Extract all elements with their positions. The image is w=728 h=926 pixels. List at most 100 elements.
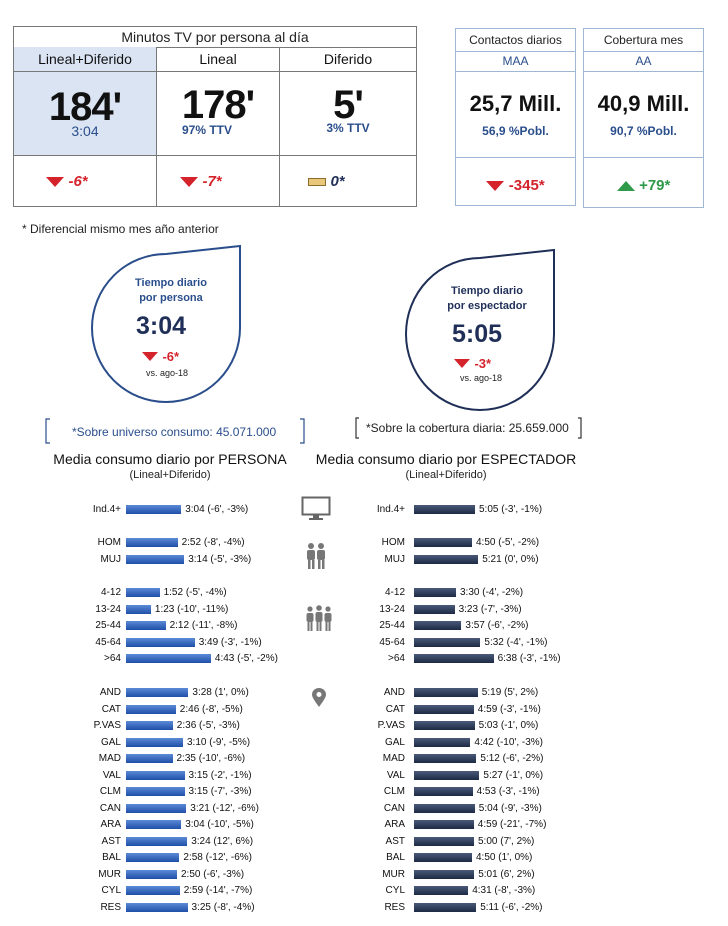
- data-label: 3:04 (-6', -3%): [185, 504, 249, 515]
- value-lineal: 178': [181, 83, 255, 127]
- chart-espectador-subtitle: (Lineal+Diferido): [405, 469, 487, 481]
- bar: [414, 538, 472, 547]
- data-label: 5:04 (-9', -3%): [478, 802, 542, 814]
- data-label: 2:58 (-12', -6%): [183, 852, 252, 863]
- data-label: 5:11 (-6', -2%): [480, 901, 543, 913]
- category-label: AND: [99, 687, 121, 698]
- category-label: 45-64: [379, 636, 405, 648]
- bar: [126, 654, 211, 663]
- category-label: 4-12: [100, 587, 121, 598]
- data-label: 3:24 (12', 6%): [191, 835, 254, 847]
- contactos-title: Contactos diarios: [456, 29, 575, 52]
- bar: [126, 737, 183, 747]
- bar: [414, 886, 469, 895]
- data-label: 1:23 (-10', -11%): [154, 603, 229, 615]
- contactos-sub: MAA: [456, 51, 575, 72]
- data-label: 5:01 (6', 2%): [478, 868, 535, 880]
- bar: [414, 803, 475, 813]
- category-label: MUR: [98, 868, 121, 880]
- bar: [126, 869, 177, 879]
- category-label: CLM: [99, 786, 121, 797]
- chart-persona-subtitle: (Lineal+Diferido): [129, 469, 211, 481]
- bar: [126, 853, 180, 862]
- bar: [126, 886, 180, 895]
- data-label: 3:57 (-6', -2%): [465, 620, 529, 631]
- bar: [414, 721, 475, 730]
- category-label: CYL: [385, 885, 405, 896]
- down-triangle-icon: [46, 176, 64, 187]
- drop-espectador-diff: -3*: [454, 355, 491, 373]
- drop-persona-vs: vs. ago-18: [146, 368, 189, 378]
- category-label: GAL: [100, 736, 121, 748]
- diff-lineal: -7*: [180, 173, 222, 191]
- bar: [126, 836, 188, 846]
- data-label: 2:36 (-5', -3%): [176, 720, 240, 731]
- data-label: 3:49 (-3', -1%): [198, 636, 262, 648]
- group-icon: [306, 605, 332, 631]
- value-lineal-diferido: 184': [48, 85, 122, 129]
- data-label: 5:12 (-6', -2%): [480, 753, 544, 764]
- category-label: BAL: [102, 852, 121, 863]
- data-label: 2:12 (-11', -8%): [169, 620, 238, 631]
- data-label: 4:31 (-8', -3%): [472, 885, 536, 896]
- data-label: 3:15 (-2', -1%): [188, 769, 252, 781]
- category-label: >64: [388, 653, 405, 664]
- chart-espectador-title: Media consumo diario por ESPECTADOR: [315, 451, 577, 467]
- drop-persona-shape: [91, 244, 241, 403]
- category-label: 4-12: [384, 587, 405, 598]
- category-label: MUJ: [384, 553, 405, 565]
- data-label: 4:53 (-3', -1%): [476, 786, 540, 797]
- cobertura-pct: 90,7 %Pobl.: [610, 124, 677, 138]
- bar: [126, 754, 173, 763]
- category-label: HOM: [381, 537, 405, 548]
- sub-diferido: 3% TTV: [326, 121, 370, 135]
- minutos-table: Minutos TV por persona al día Lineal+Dif…: [13, 26, 417, 207]
- data-label: 2:46 (-8', -5%): [179, 703, 243, 715]
- data-label: 5:03 (-1', 0%): [478, 720, 539, 731]
- contactos-card: Contactos diarios MAA 25,7 Mill. 56,9 %P…: [455, 28, 576, 206]
- drop-espectador-value: 5:05: [451, 320, 503, 348]
- bar: [126, 704, 176, 714]
- bar: [126, 588, 160, 597]
- bar: [414, 554, 479, 564]
- universo-note: *Sobre universo consumo: 45.071.000: [72, 425, 277, 439]
- col-header-lineal-diferido: Lineal+Diferido: [38, 51, 132, 67]
- drop-persona-diff: -6*: [142, 348, 179, 366]
- category-label: MAD: [98, 753, 121, 764]
- category-label: 45-64: [95, 636, 121, 648]
- category-label: 25-44: [95, 620, 121, 631]
- cobertura-value: 40,9 Mill.: [597, 91, 690, 116]
- category-label: BAL: [386, 852, 405, 863]
- category-label: MUR: [382, 868, 405, 880]
- data-label: 5:21 (0', 0%): [482, 553, 539, 565]
- category-label: Ind.4+: [376, 504, 405, 515]
- category-label: HOM: [97, 537, 121, 548]
- category-label: MAD: [382, 753, 405, 764]
- data-label: 2:59 (-14', -7%): [183, 885, 253, 896]
- category-label: AST: [101, 835, 121, 847]
- cobertura-diff: +79*: [584, 177, 703, 195]
- category-label: VAL: [386, 769, 405, 781]
- cobertura-card: Cobertura mes AA 40,9 Mill. 90,7 %Pobl. …: [583, 28, 704, 208]
- data-label: 3:15 (-7', -3%): [188, 786, 252, 797]
- category-label: CAN: [383, 802, 405, 814]
- category-label: CYL: [101, 885, 121, 896]
- bar: [414, 902, 477, 912]
- cobertura-bracket: [355, 417, 582, 439]
- bar: [414, 787, 473, 796]
- category-label: MUJ: [100, 553, 121, 565]
- bar: [414, 621, 462, 630]
- down-triangle-icon: [142, 352, 158, 362]
- bar: [126, 621, 166, 630]
- cobertura-title: Cobertura mes: [584, 29, 703, 52]
- category-label: ARA: [384, 819, 405, 830]
- cobertura-note: *Sobre la cobertura diaria: 25.659.000: [366, 421, 569, 435]
- data-label: 6:38 (-3', -1%): [497, 653, 561, 664]
- category-label: CAT: [385, 703, 405, 715]
- bar: [126, 505, 182, 514]
- category-label: RES: [384, 901, 405, 913]
- bar: [126, 554, 185, 564]
- highlight-cell: [14, 47, 156, 155]
- data-label: 2:35 (-10', -6%): [176, 753, 246, 764]
- bar: [126, 820, 182, 829]
